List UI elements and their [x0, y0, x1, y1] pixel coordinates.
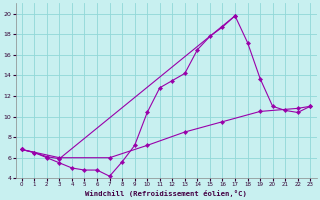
X-axis label: Windchill (Refroidissement éolien,°C): Windchill (Refroidissement éolien,°C) [85, 190, 247, 197]
